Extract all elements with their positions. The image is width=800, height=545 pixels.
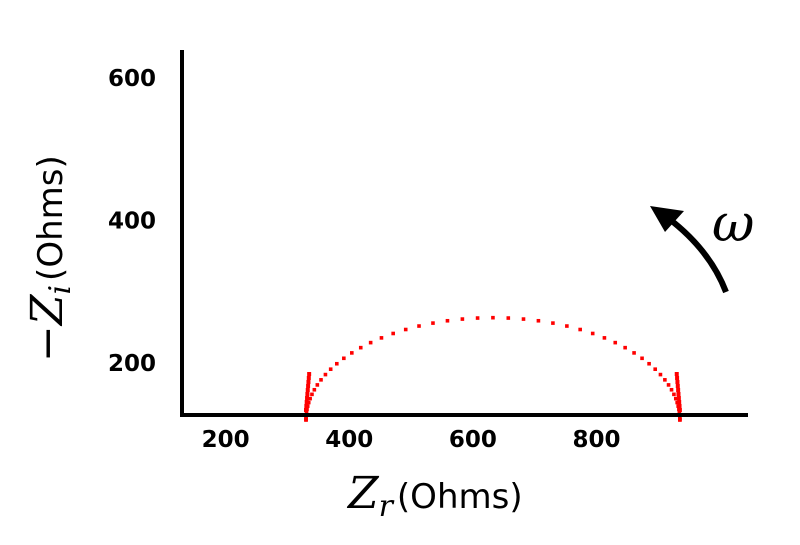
y-tick-labels: 200 400 600 (108, 66, 156, 377)
data-point (551, 321, 555, 325)
data-point (379, 336, 384, 340)
data-point (673, 396, 678, 401)
y-axis-prefix: − (22, 325, 73, 362)
data-point (672, 392, 676, 397)
data-point (475, 316, 480, 320)
x-tick-label: 800 (572, 427, 620, 453)
data-point (305, 396, 310, 400)
data-point (368, 340, 373, 345)
data-point (358, 345, 363, 350)
data-points (304, 315, 682, 422)
y-axis-subscript: i (43, 285, 78, 295)
data-point (306, 400, 311, 405)
data-point (536, 318, 541, 323)
data-point (676, 388, 681, 392)
data-point (521, 317, 526, 321)
data-point (323, 372, 328, 377)
data-point (306, 384, 311, 388)
data-point (669, 387, 674, 392)
x-tick-label: 400 (325, 427, 373, 453)
data-point (506, 316, 511, 320)
data-point (676, 396, 681, 400)
data-point (491, 315, 495, 320)
data-point (677, 404, 682, 408)
data-point (647, 361, 651, 366)
data-point (674, 372, 679, 376)
data-point (445, 318, 450, 323)
omega-label: ω (712, 194, 754, 254)
data-point (578, 327, 582, 332)
y-tick-label: 400 (108, 209, 156, 235)
data-point (666, 383, 671, 387)
data-point (613, 340, 618, 345)
data-point (304, 408, 308, 412)
data-point (623, 345, 627, 350)
data-point (312, 387, 317, 392)
data-point (663, 378, 667, 382)
data-point (391, 331, 395, 336)
y-axis-unit: (Ohms) (31, 155, 71, 281)
y-axis-symbol: Z (22, 293, 73, 327)
data-point (308, 396, 312, 401)
data-point (678, 418, 682, 422)
data-point (319, 378, 323, 382)
data-point (675, 400, 679, 405)
y-axis-title: −Zi (Ohms) (22, 155, 78, 362)
data-point (677, 400, 682, 404)
data-point (460, 317, 465, 321)
data-point (677, 410, 682, 414)
data-point (658, 372, 663, 377)
data-point (328, 367, 333, 371)
data-point (306, 380, 311, 384)
data-point (304, 404, 309, 408)
data-point (431, 321, 435, 325)
data-point (653, 367, 658, 371)
data-point (350, 351, 354, 355)
data-point (602, 336, 607, 340)
x-axis-symbol: Z (346, 468, 380, 519)
y-tick-label: 600 (108, 66, 156, 92)
data-point (342, 356, 346, 361)
data-point (403, 327, 408, 332)
data-point (590, 331, 595, 336)
data-point (315, 383, 320, 387)
y-tick-label: 200 (108, 351, 156, 377)
data-point (335, 361, 339, 366)
data-point (565, 324, 569, 328)
data-point (306, 376, 311, 380)
data-point (677, 408, 682, 412)
omega-arrow-shaft (666, 215, 729, 294)
x-axis-subscript: r (379, 489, 395, 524)
data-point (305, 392, 310, 396)
data-point (304, 410, 309, 414)
data-point (304, 400, 309, 404)
data-point (417, 324, 421, 328)
data-point (676, 392, 681, 396)
x-axis-title: Zr (Ohms) (346, 468, 523, 524)
data-point (640, 356, 644, 361)
data-point (675, 376, 680, 380)
omega-arrow-head-icon (650, 206, 684, 232)
x-tick-labels: 200 400 600 800 (202, 427, 621, 453)
data-point (675, 384, 680, 388)
x-tick-label: 200 (202, 427, 250, 453)
data-point (310, 392, 314, 397)
data-point (305, 388, 310, 392)
data-point (632, 351, 636, 355)
x-axis-unit: (Ohms) (397, 477, 523, 517)
x-tick-label: 600 (449, 427, 497, 453)
data-point (307, 372, 312, 376)
data-point (675, 380, 680, 384)
